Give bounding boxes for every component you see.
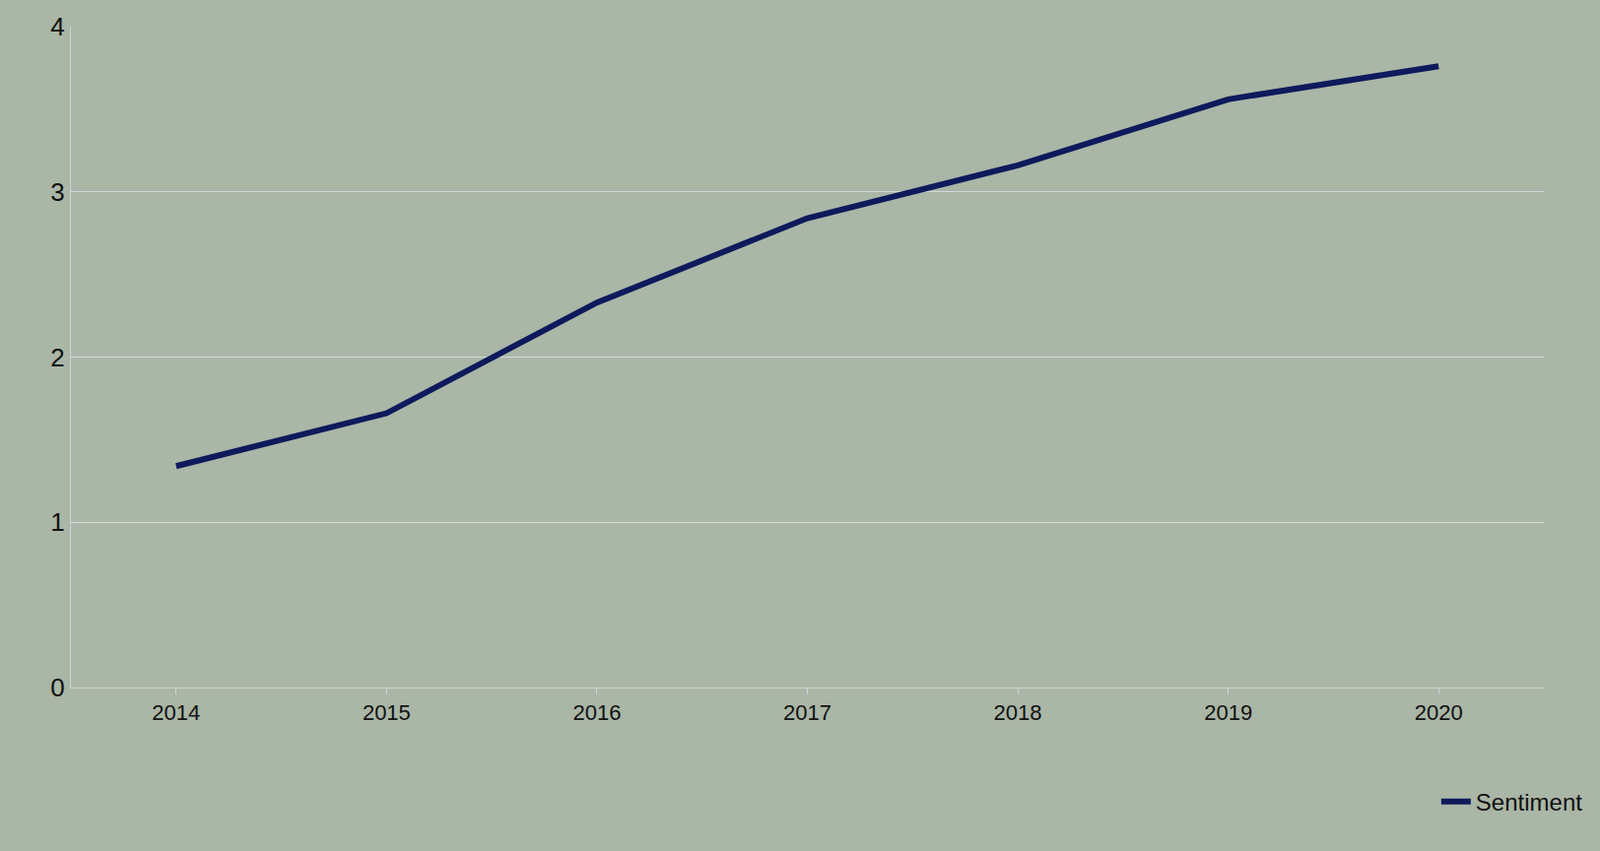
- svg-text:2017: 2017: [783, 700, 832, 726]
- svg-text:2014: 2014: [151, 700, 200, 726]
- svg-text:0: 0: [50, 672, 65, 703]
- svg-text:Sentiment: Sentiment: [1475, 789, 1583, 816]
- svg-text:3: 3: [50, 177, 65, 207]
- svg-text:4: 4: [50, 11, 65, 42]
- svg-text:2018: 2018: [994, 700, 1043, 726]
- svg-text:2019: 2019: [1203, 700, 1253, 726]
- svg-text:2: 2: [50, 342, 65, 373]
- svg-text:1: 1: [50, 507, 65, 537]
- svg-text:2015: 2015: [362, 700, 411, 726]
- svg-text:2016: 2016: [572, 700, 621, 726]
- svg-text:2020: 2020: [1414, 700, 1464, 726]
